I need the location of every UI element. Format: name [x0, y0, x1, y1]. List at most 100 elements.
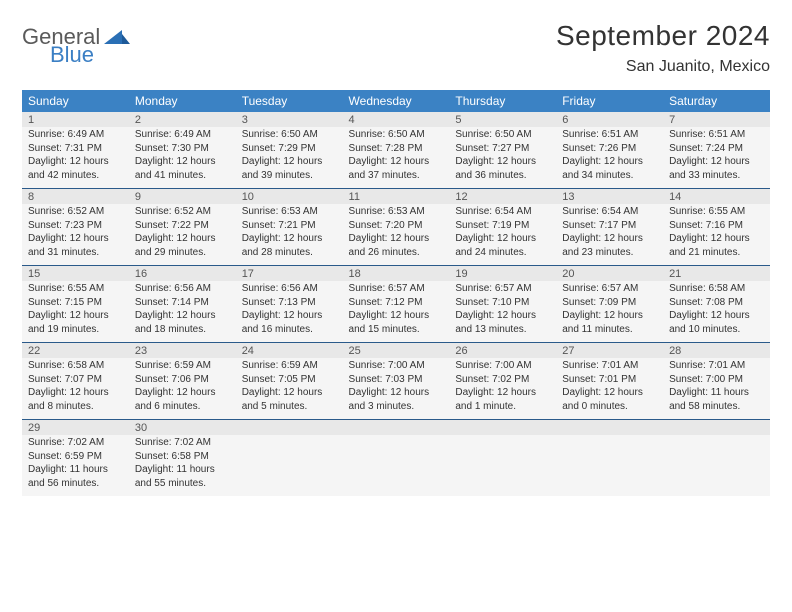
- day-details: Sunrise: 6:59 AMSunset: 7:05 PMDaylight:…: [236, 358, 343, 420]
- daylight-text: Daylight: 11 hours and 55 minutes.: [135, 463, 230, 490]
- sunrise-text: Sunrise: 6:54 AM: [455, 205, 550, 219]
- daylight-text: Daylight: 12 hours and 3 minutes.: [349, 386, 444, 413]
- day-details: Sunrise: 6:54 AMSunset: 7:19 PMDaylight:…: [449, 204, 556, 266]
- day-details: Sunrise: 6:49 AMSunset: 7:31 PMDaylight:…: [22, 127, 129, 189]
- daylight-text: Daylight: 12 hours and 8 minutes.: [28, 386, 123, 413]
- day-details: [236, 435, 343, 496]
- daylight-text: Daylight: 11 hours and 58 minutes.: [669, 386, 764, 413]
- sunset-text: Sunset: 7:00 PM: [669, 373, 764, 387]
- daylight-text: Daylight: 12 hours and 21 minutes.: [669, 232, 764, 259]
- sunset-text: Sunset: 6:58 PM: [135, 450, 230, 464]
- calendar-table: Sunday Monday Tuesday Wednesday Thursday…: [22, 90, 770, 496]
- sunset-text: Sunset: 7:21 PM: [242, 219, 337, 233]
- day-details: Sunrise: 6:57 AMSunset: 7:12 PMDaylight:…: [343, 281, 450, 343]
- day-number: 11: [343, 189, 450, 205]
- calendar-page: General Blue September 2024 San Juanito,…: [0, 0, 792, 516]
- daylight-text: Daylight: 12 hours and 39 minutes.: [242, 155, 337, 182]
- sunrise-text: Sunrise: 6:57 AM: [455, 282, 550, 296]
- sunrise-text: Sunrise: 6:53 AM: [349, 205, 444, 219]
- day-details: Sunrise: 6:51 AMSunset: 7:24 PMDaylight:…: [663, 127, 770, 189]
- sunset-text: Sunset: 7:24 PM: [669, 142, 764, 156]
- sunrise-text: Sunrise: 6:49 AM: [135, 128, 230, 142]
- sunrise-text: Sunrise: 6:56 AM: [135, 282, 230, 296]
- daylight-text: Daylight: 11 hours and 56 minutes.: [28, 463, 123, 490]
- sunrise-text: Sunrise: 6:59 AM: [242, 359, 337, 373]
- sunset-text: Sunset: 7:10 PM: [455, 296, 550, 310]
- day-number: 25: [343, 343, 450, 359]
- sunrise-text: Sunrise: 6:51 AM: [562, 128, 657, 142]
- day-number: 23: [129, 343, 236, 359]
- sunset-text: Sunset: 7:31 PM: [28, 142, 123, 156]
- sunrise-text: Sunrise: 7:01 AM: [669, 359, 764, 373]
- sunset-text: Sunset: 7:23 PM: [28, 219, 123, 233]
- month-title: September 2024: [556, 20, 770, 52]
- title-block: September 2024 San Juanito, Mexico: [556, 20, 770, 76]
- day-details: Sunrise: 7:00 AMSunset: 7:02 PMDaylight:…: [449, 358, 556, 420]
- sunrise-text: Sunrise: 7:01 AM: [562, 359, 657, 373]
- sunrise-text: Sunrise: 6:59 AM: [135, 359, 230, 373]
- day-number: 15: [22, 266, 129, 282]
- day-details: Sunrise: 6:51 AMSunset: 7:26 PMDaylight:…: [556, 127, 663, 189]
- sunrise-text: Sunrise: 6:50 AM: [349, 128, 444, 142]
- sunrise-text: Sunrise: 6:57 AM: [562, 282, 657, 296]
- daylight-text: Daylight: 12 hours and 34 minutes.: [562, 155, 657, 182]
- day-number-row: 2930: [22, 420, 770, 436]
- sunset-text: Sunset: 7:03 PM: [349, 373, 444, 387]
- logo: General Blue: [22, 20, 130, 66]
- day-details: Sunrise: 6:55 AMSunset: 7:16 PMDaylight:…: [663, 204, 770, 266]
- day-details: Sunrise: 7:02 AMSunset: 6:59 PMDaylight:…: [22, 435, 129, 496]
- day-details: [449, 435, 556, 496]
- daylight-text: Daylight: 12 hours and 42 minutes.: [28, 155, 123, 182]
- daylight-text: Daylight: 12 hours and 28 minutes.: [242, 232, 337, 259]
- weekday-header-row: Sunday Monday Tuesday Wednesday Thursday…: [22, 90, 770, 112]
- sunrise-text: Sunrise: 7:02 AM: [135, 436, 230, 450]
- sunrise-text: Sunrise: 6:57 AM: [349, 282, 444, 296]
- sunrise-text: Sunrise: 6:58 AM: [669, 282, 764, 296]
- weekday-header: Wednesday: [343, 90, 450, 112]
- day-number: 13: [556, 189, 663, 205]
- day-number: 1: [22, 112, 129, 127]
- day-number: 4: [343, 112, 450, 127]
- day-details: Sunrise: 6:53 AMSunset: 7:20 PMDaylight:…: [343, 204, 450, 266]
- sunset-text: Sunset: 7:12 PM: [349, 296, 444, 310]
- day-details: Sunrise: 6:50 AMSunset: 7:29 PMDaylight:…: [236, 127, 343, 189]
- logo-word2: Blue: [50, 44, 100, 66]
- day-details: [556, 435, 663, 496]
- logo-text: General Blue: [22, 26, 100, 66]
- day-details: Sunrise: 6:57 AMSunset: 7:10 PMDaylight:…: [449, 281, 556, 343]
- sunrise-text: Sunrise: 6:50 AM: [455, 128, 550, 142]
- sunrise-text: Sunrise: 7:00 AM: [349, 359, 444, 373]
- day-number: 26: [449, 343, 556, 359]
- day-number: 17: [236, 266, 343, 282]
- day-details: Sunrise: 6:50 AMSunset: 7:28 PMDaylight:…: [343, 127, 450, 189]
- sunset-text: Sunset: 7:08 PM: [669, 296, 764, 310]
- sunrise-text: Sunrise: 6:58 AM: [28, 359, 123, 373]
- sunset-text: Sunset: 7:16 PM: [669, 219, 764, 233]
- day-details: Sunrise: 6:58 AMSunset: 7:08 PMDaylight:…: [663, 281, 770, 343]
- daylight-text: Daylight: 12 hours and 29 minutes.: [135, 232, 230, 259]
- daylight-text: Daylight: 12 hours and 24 minutes.: [455, 232, 550, 259]
- day-number: 3: [236, 112, 343, 127]
- daylight-text: Daylight: 12 hours and 13 minutes.: [455, 309, 550, 336]
- day-details: Sunrise: 6:58 AMSunset: 7:07 PMDaylight:…: [22, 358, 129, 420]
- weekday-header: Monday: [129, 90, 236, 112]
- sunset-text: Sunset: 7:17 PM: [562, 219, 657, 233]
- day-details: Sunrise: 6:52 AMSunset: 7:23 PMDaylight:…: [22, 204, 129, 266]
- day-details: Sunrise: 6:50 AMSunset: 7:27 PMDaylight:…: [449, 127, 556, 189]
- day-details: [343, 435, 450, 496]
- day-number: 12: [449, 189, 556, 205]
- day-number-row: 891011121314: [22, 189, 770, 205]
- sunset-text: Sunset: 7:20 PM: [349, 219, 444, 233]
- daylight-text: Daylight: 12 hours and 11 minutes.: [562, 309, 657, 336]
- daylight-text: Daylight: 12 hours and 31 minutes.: [28, 232, 123, 259]
- day-number: 20: [556, 266, 663, 282]
- day-number: 16: [129, 266, 236, 282]
- page-header: General Blue September 2024 San Juanito,…: [22, 20, 770, 76]
- day-number-row: 15161718192021: [22, 266, 770, 282]
- day-details: Sunrise: 6:53 AMSunset: 7:21 PMDaylight:…: [236, 204, 343, 266]
- day-details: Sunrise: 6:49 AMSunset: 7:30 PMDaylight:…: [129, 127, 236, 189]
- daylight-text: Daylight: 12 hours and 33 minutes.: [669, 155, 764, 182]
- day-details: Sunrise: 7:02 AMSunset: 6:58 PMDaylight:…: [129, 435, 236, 496]
- daylight-text: Daylight: 12 hours and 26 minutes.: [349, 232, 444, 259]
- sunrise-text: Sunrise: 6:49 AM: [28, 128, 123, 142]
